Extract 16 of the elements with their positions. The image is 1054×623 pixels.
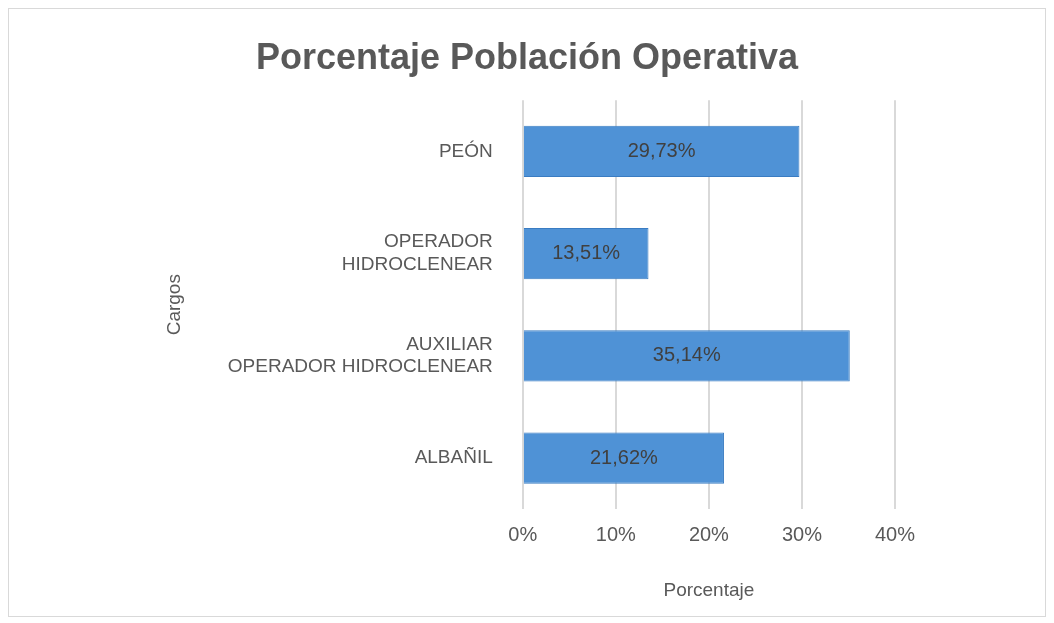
data-label: 13,51% — [552, 241, 621, 264]
y-tick-label: OPERADOR HIDROCLENEAR — [341, 230, 493, 275]
x-axis-title: Porcentaje — [663, 578, 755, 600]
x-tick-label: 30% — [781, 522, 823, 545]
data-label: 35,14% — [652, 343, 721, 366]
x-tick-label: 10% — [595, 522, 637, 545]
x-tick-label: 20% — [688, 522, 730, 545]
y-axis-title: Cargos — [162, 274, 184, 336]
data-label: 21,62% — [589, 445, 659, 468]
x-tick-label: 0% — [508, 522, 538, 545]
y-tick-label: ALBAÑIL — [414, 446, 493, 468]
x-tick-label: 40% — [874, 522, 916, 545]
data-label: 29,73% — [627, 138, 696, 161]
chart-title: Porcentaje Población Operativa — [255, 35, 800, 77]
y-tick-label: AUXILIAR OPERADOR HIDROCLENEAR — [227, 332, 493, 377]
y-tick-label: PEÓN — [438, 139, 493, 161]
